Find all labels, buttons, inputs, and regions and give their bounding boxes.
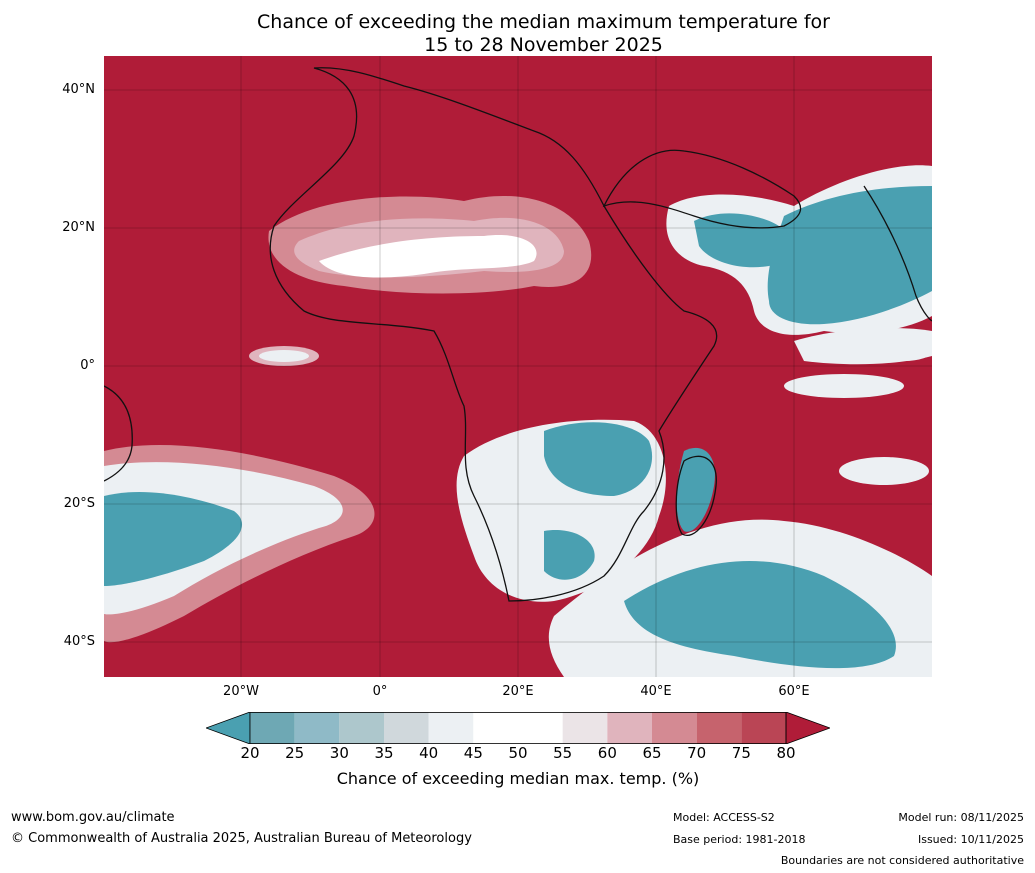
colorbar-frame (249, 712, 787, 744)
footer-disclaimer: Boundaries are not considered authoritat… (780, 854, 1024, 867)
lon-label-20e: 20°E (502, 684, 534, 699)
colorbar-tick-label: 40 (419, 744, 439, 762)
lat-label-20n: 20°N (62, 220, 95, 235)
footer-issued: Issued: 10/11/2025 (917, 833, 1024, 846)
footer-base-period: Base period: 1981-2018 (673, 833, 806, 846)
colorbar-segment (696, 712, 742, 744)
colorbar-tick-label: 65 (642, 744, 662, 762)
colorbar-label: Chance of exceeding median max. temp. (%… (336, 769, 700, 788)
probability-map (104, 56, 932, 677)
colorbar-tick-label: 55 (553, 744, 573, 762)
sahel-band (268, 195, 592, 294)
southern-africa-cool-area (456, 419, 715, 602)
graticule (104, 56, 932, 677)
colorbar-tick-label: 35 (374, 744, 394, 762)
colorbar-tick-label: 20 (240, 744, 260, 762)
south-atlantic-cool-area (104, 445, 375, 643)
lat-label-0: 0° (80, 358, 95, 373)
colorbar-tick-label: 25 (285, 744, 305, 762)
colorbar (206, 712, 830, 744)
lat-label-40s: 40°S (63, 634, 95, 649)
map-title-line1: Chance of exceeding the median maximum t… (257, 11, 830, 33)
colorbar-extend-low (206, 712, 251, 744)
coastlines (104, 67, 932, 602)
footer-copyright: © Commonwealth of Australia 2025, Austra… (11, 831, 472, 846)
colorbar-segment (741, 712, 786, 744)
lat-label-40n: 40°N (62, 82, 95, 97)
colorbar-tick-label: 70 (687, 744, 707, 762)
south-indian-ocean-cool-area (548, 519, 932, 677)
colorbar-tick-label: 60 (597, 744, 617, 762)
colorbar-extend-high (785, 712, 830, 744)
colorbar-tick-label: 50 (508, 744, 528, 762)
colorbar-tick-label: 80 (776, 744, 796, 762)
colorbar-segment (428, 712, 474, 744)
lon-label-0: 0° (372, 684, 388, 699)
colorbar-segment (384, 712, 429, 744)
equatorial-patches (249, 341, 932, 485)
colorbar-segment (473, 712, 518, 744)
lon-label-40e: 40°E (640, 684, 672, 699)
lon-label-60e: 60°E (778, 684, 810, 699)
colorbar-segment (250, 712, 295, 744)
map-canvas (104, 56, 932, 677)
colorbar-tick-label: 45 (463, 744, 483, 762)
colorbar-segment (294, 712, 340, 744)
map-title-line2: 15 to 28 November 2025 (424, 34, 663, 56)
colorbar-segment (652, 712, 697, 744)
footer-model-run: Model run: 08/11/2025 (898, 811, 1024, 824)
arabia-cool-area (666, 165, 932, 365)
colorbar-tick-label: 75 (731, 744, 751, 762)
footer-url: www.bom.gov.au/climate (11, 810, 175, 825)
colorbar-segment (339, 712, 384, 744)
footer-model: Model: ACCESS-S2 (673, 811, 775, 824)
colorbar-segment (562, 712, 608, 744)
lat-label-20s: 20°S (63, 496, 95, 511)
colorbar-segment (607, 712, 652, 744)
lon-label-20w: 20°W (223, 684, 259, 699)
colorbar-segment (518, 712, 563, 744)
colorbar-tick-label: 30 (329, 744, 349, 762)
